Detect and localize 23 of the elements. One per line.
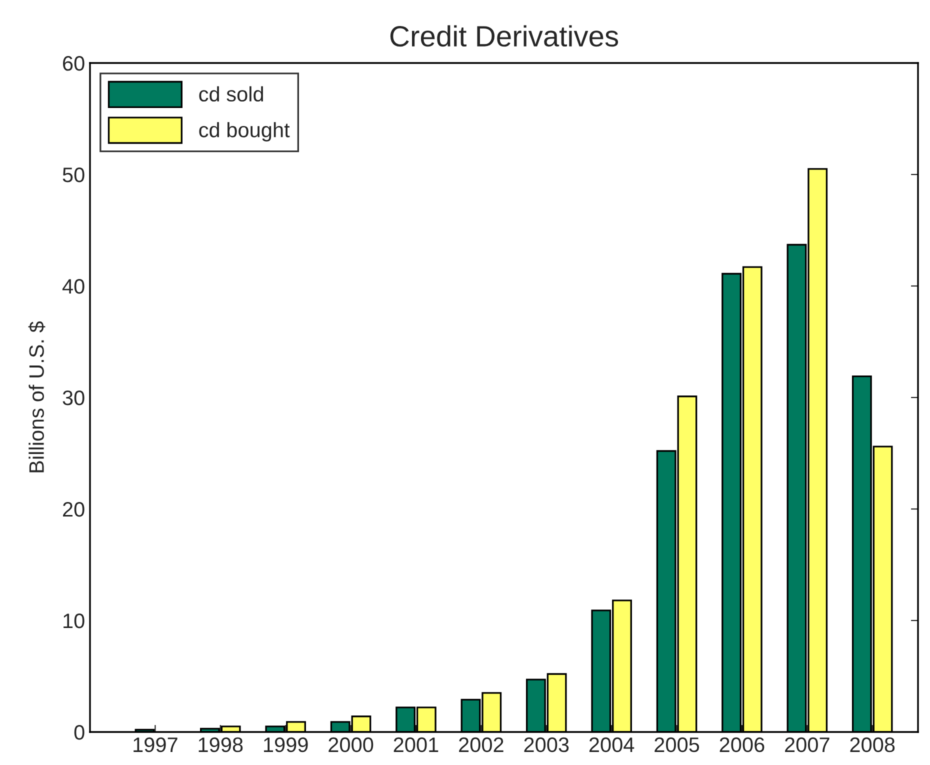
x-tick-label: 2006 bbox=[720, 737, 764, 752]
y-tick-label: 50 bbox=[62, 168, 84, 182]
x-tick-label: 1999 bbox=[264, 737, 308, 752]
x-tick-label: 2003 bbox=[524, 737, 569, 752]
legend-label: cd bought bbox=[199, 122, 290, 142]
x-tick-label: 2005 bbox=[654, 737, 700, 752]
x-tick-label: 1998 bbox=[198, 737, 243, 752]
y-axis-title: Billions of U.S. $ bbox=[28, 321, 46, 472]
y-tick-label: 40 bbox=[62, 279, 84, 294]
x-tick-label: 2000 bbox=[328, 737, 374, 752]
x-tick-label: 2007 bbox=[785, 737, 830, 752]
y-tick-label: 0 bbox=[74, 725, 84, 740]
y-tick-label: 10 bbox=[64, 614, 84, 628]
x-tick-label: 2001 bbox=[394, 737, 438, 752]
y-tick-label: 60 bbox=[63, 56, 84, 71]
x-tick-label: 2004 bbox=[589, 737, 634, 752]
x-tick-label: 1997 bbox=[134, 737, 178, 752]
chart-title: Credit Derivatives bbox=[390, 25, 618, 47]
legend-label: cd sold bbox=[199, 86, 263, 102]
y-tick-label: 30 bbox=[62, 390, 84, 406]
y-tick-label: 20 bbox=[63, 502, 84, 517]
x-tick-label: 2002 bbox=[459, 737, 504, 752]
x-tick-label: 2008 bbox=[850, 737, 895, 752]
